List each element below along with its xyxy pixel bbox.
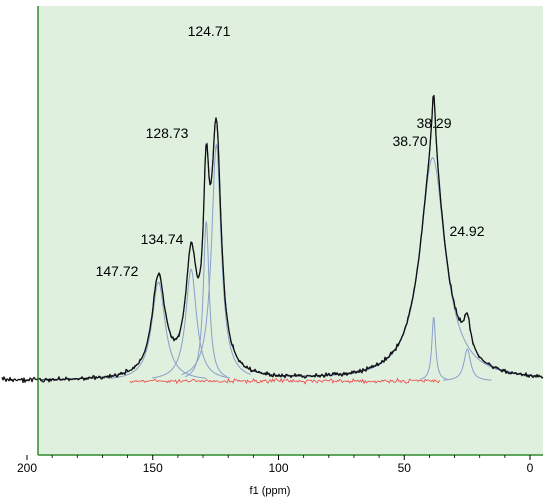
- component-curve-4: [181, 143, 251, 376]
- component-curve-7: [443, 348, 492, 381]
- component-curve-1: [110, 281, 207, 379]
- frame-layer: [37, 6, 543, 456]
- peak-label-38-70: 38.70: [392, 133, 427, 149]
- spectrum-layer: [1, 94, 544, 384]
- component-curve-2: [151, 268, 231, 379]
- peak-label-124-71: 124.71: [188, 23, 231, 39]
- x-tick-label-0: 0: [527, 461, 534, 475]
- component-curve-6: [419, 317, 448, 380]
- residual-curve: [129, 377, 440, 385]
- x-tick-label-50: 50: [398, 461, 412, 475]
- x-axis: 200 150 100 50 0: [17, 455, 534, 475]
- peak-label-24-92: 24.92: [449, 223, 484, 239]
- x-tick-label-100: 100: [268, 461, 288, 475]
- x-axis-title: f1 (ppm): [250, 485, 291, 497]
- component-curve-3: [184, 221, 228, 378]
- x-tick-label-150: 150: [143, 461, 163, 475]
- peak-label-134-74: 134.74: [141, 231, 184, 247]
- peak-label-147-72: 147.72: [96, 263, 139, 279]
- residual-layer: [129, 377, 440, 385]
- spectrum-curve: [1, 94, 544, 384]
- peak-label-38-29: 38.29: [416, 115, 451, 131]
- x-tick-label-200: 200: [17, 461, 37, 475]
- peak-label-128-73: 128.73: [146, 125, 189, 141]
